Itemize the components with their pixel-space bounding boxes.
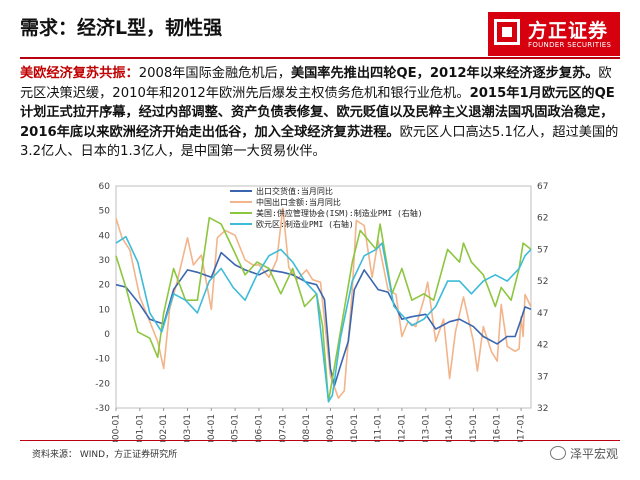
- series-line-1: [115, 207, 532, 399]
- line-chart: -30 -20 -10 0 10 20 30 40 50 60 32 37 42 47 52 57 62 67 20…: [95, 182, 548, 442]
- x-tick-label-2: 2002-01: [159, 414, 169, 442]
- series-line-2: [115, 216, 532, 403]
- y-right-tick-label-3: 47: [537, 309, 548, 319]
- intro-sentence-4: 2015年1月欧元区的QE计划正式拉开序幕，经过内部调整、资产负债表修复、欧元贬…: [20, 85, 615, 140]
- y-left-tick-label-1: -20: [95, 379, 110, 389]
- y-left-tick-label-6: 30: [99, 256, 111, 266]
- intro-paragraph: 美欧经济复苏共振：2008年国际金融危机后，美国率先推出四轮QE，2012年以来…: [20, 64, 620, 162]
- source-note: 资料来源： WIND，方正证券研究所: [32, 450, 178, 460]
- x-tick-label-5: 2005-01: [231, 414, 241, 442]
- logo-text-cn: 方正证券: [528, 20, 609, 42]
- plot-frame: [115, 185, 532, 409]
- x-tick-label-11: 2011-01: [374, 414, 384, 442]
- legend-label-1: 中国出口金额:当月同比: [256, 197, 341, 207]
- company-logo: 方正证券 FOUNDER SECURITIES: [488, 12, 620, 56]
- x-tick-label-4: 2004-01: [207, 414, 217, 442]
- y-right-tick-label-4: 52: [537, 277, 548, 287]
- y-left-tick-label-4: 10: [99, 305, 111, 315]
- x-tick-label-7: 2007-01: [278, 414, 288, 442]
- header-divider: [20, 57, 620, 59]
- x-tick-label-15: 2015-01: [469, 414, 479, 442]
- wechat-icon: [549, 446, 566, 460]
- y-left-tick-label-0: -30: [95, 404, 110, 414]
- x-tick-label-3: 2003-01: [183, 414, 193, 442]
- x-tick-label-10: 2010-01: [350, 414, 360, 442]
- intro-sentence-3: 欧元区决策迟缓，2010年和2012年欧洲先后爆发主权债务危机和银行业危机。: [20, 66, 612, 101]
- x-tick-label-16: 2016-01: [493, 414, 503, 442]
- intro-lead: 美欧经济复苏共振：: [20, 66, 139, 81]
- intro-sentence-1: 2008年国际金融危机后，: [138, 66, 291, 81]
- y-left-tick-label-9: 60: [99, 182, 111, 192]
- intro-sentence-2: 美国率先推出四轮QE，2012年以来经济逐步复苏。: [290, 66, 599, 81]
- x-tick-label-13: 2013-01: [421, 414, 431, 442]
- y-right-tick-label-1: 37: [537, 372, 548, 382]
- watermark: 泽平宏观: [549, 445, 618, 462]
- y-right-tick-label-2: 42: [537, 341, 548, 351]
- footer-divider: [20, 440, 620, 441]
- x-tick-label-0: 2000-01: [112, 414, 122, 442]
- legend-label-0: 出口交货值:当月同比: [256, 186, 333, 196]
- logo-icon: [494, 19, 520, 45]
- x-tick-label-9: 2009-01: [326, 414, 336, 442]
- page-title: 需求：经济L型，韧性强: [20, 17, 223, 39]
- watermark-text: 泽平宏观: [569, 447, 618, 461]
- x-tick-label-1: 2001-01: [135, 414, 145, 442]
- y-right-tick-label-5: 57: [537, 245, 548, 255]
- y-left-tick-label-8: 50: [99, 207, 111, 217]
- y-left-tick-label-7: 40: [99, 231, 111, 241]
- y-left-tick-label-2: -10: [95, 355, 110, 365]
- y-right-tick-label-7: 67: [537, 182, 548, 192]
- intro-sentence-5: 欧元区人口高达5.1亿人，超过美国的3.2亿人、日本的1.3亿人，是中国第一大贸…: [20, 124, 619, 160]
- x-tick-label-6: 2006-01: [254, 414, 264, 442]
- x-tick-label-8: 2008-01: [302, 414, 312, 442]
- series-line-3: [115, 235, 532, 403]
- y-right-tick-label-0: 32: [537, 404, 548, 414]
- logo-text-en: FOUNDER SECURITIES: [528, 41, 612, 49]
- y-right-tick-label-6: 62: [537, 214, 548, 224]
- legend-label-3: 欧元区:制造业PMI (右轴): [256, 219, 354, 229]
- x-tick-label-12: 2012-01: [397, 414, 407, 442]
- y-left-tick-label-5: 20: [99, 281, 111, 291]
- x-tick-label-14: 2014-01: [445, 414, 455, 442]
- y-left-tick-label-3: 0: [104, 330, 110, 340]
- x-tick-label-17: 2017-01: [517, 414, 527, 442]
- legend-label-2: 美国:供应管理协会(ISM):制造业PMI (右轴): [256, 208, 423, 218]
